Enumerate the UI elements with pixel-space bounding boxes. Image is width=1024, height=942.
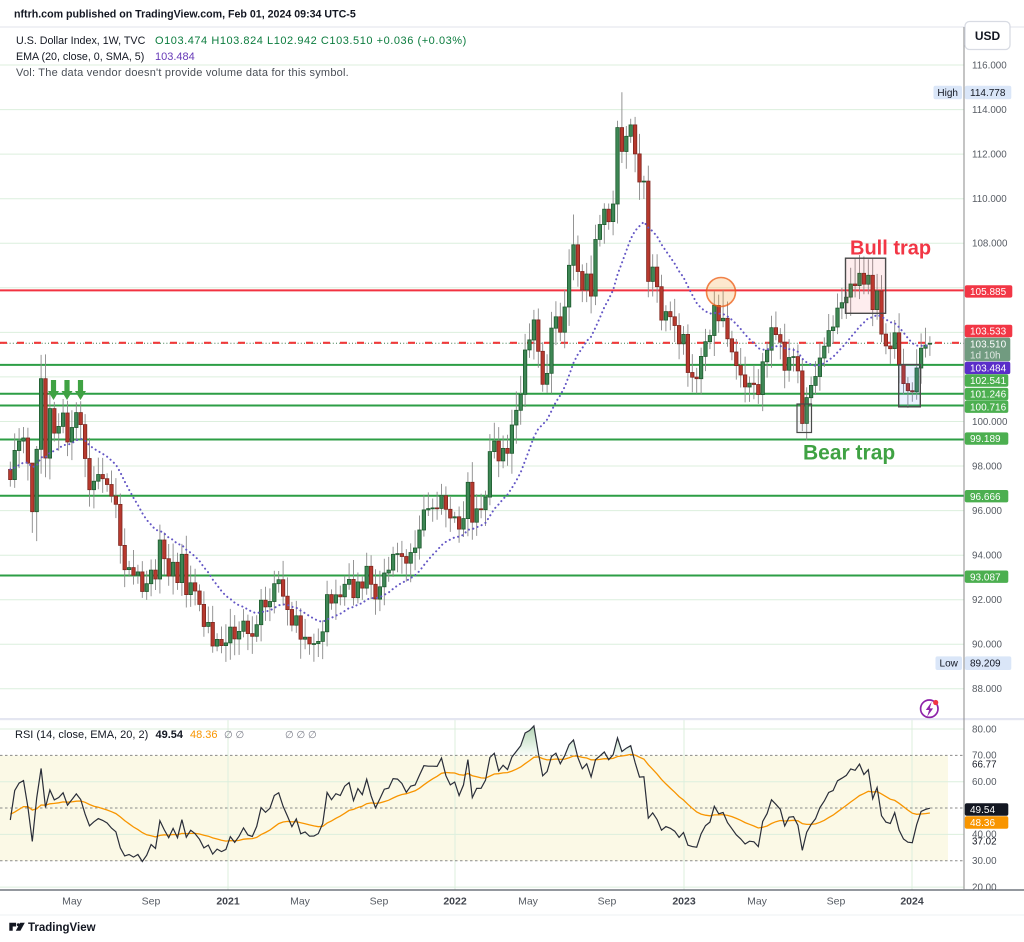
- svg-text:101.246: 101.246: [970, 390, 1007, 401]
- svg-text:May: May: [747, 896, 768, 908]
- svg-text:90.000: 90.000: [972, 640, 1003, 651]
- svg-text:60.00: 60.00: [972, 777, 997, 788]
- svg-text:92.000: 92.000: [972, 595, 1003, 606]
- svg-text:103.533: 103.533: [970, 327, 1007, 338]
- svg-text:Sep: Sep: [827, 896, 846, 908]
- svg-text:Sep: Sep: [142, 896, 161, 908]
- svg-text:Vol: The data vendor doesn't p: Vol: The data vendor doesn't provide vol…: [16, 67, 349, 79]
- svg-text:103.510: 103.510: [970, 339, 1007, 350]
- svg-text:20.00: 20.00: [972, 882, 997, 893]
- svg-text:37.02: 37.02: [972, 836, 997, 847]
- svg-text:∅ ∅ ∅: ∅ ∅ ∅: [285, 730, 317, 741]
- svg-text:110.000: 110.000: [972, 194, 1007, 205]
- svg-text:Bear trap: Bear trap: [803, 442, 895, 465]
- svg-text:94.000: 94.000: [972, 551, 1003, 562]
- svg-text:89.209: 89.209: [970, 659, 1001, 670]
- svg-text:99.189: 99.189: [970, 434, 1001, 445]
- svg-text:96.666: 96.666: [970, 492, 1001, 503]
- svg-text:2022: 2022: [443, 896, 467, 908]
- svg-text:May: May: [62, 896, 83, 908]
- svg-text:66.77: 66.77: [972, 759, 997, 770]
- svg-text:Sep: Sep: [598, 896, 617, 908]
- svg-text:40.00: 40.00: [972, 830, 997, 841]
- svg-text:EMA (20, close, 0, SMA, 5): EMA (20, close, 0, SMA, 5): [16, 51, 144, 63]
- svg-text:112.000: 112.000: [972, 149, 1007, 160]
- svg-text:114.778: 114.778: [970, 88, 1006, 99]
- svg-text:103.484: 103.484: [970, 364, 1007, 375]
- svg-text:93.087: 93.087: [970, 572, 1001, 583]
- svg-text:U.S. Dollar Index, 1W, TVC: U.S. Dollar Index, 1W, TVC: [16, 35, 146, 47]
- svg-text:May: May: [518, 896, 539, 908]
- svg-text:100.000: 100.000: [972, 417, 1008, 428]
- svg-text:30.00: 30.00: [972, 856, 997, 867]
- svg-text:O103.474 H103.824 L102.942: O103.474 H103.824 L102.942 C103.510 +0.0…: [155, 35, 467, 47]
- svg-text:105.885: 105.885: [970, 287, 1007, 298]
- svg-text:48.36: 48.36: [970, 818, 995, 829]
- svg-text:∅ ∅: ∅ ∅: [224, 730, 244, 741]
- svg-text:116.000: 116.000: [972, 60, 1007, 71]
- svg-text:2024: 2024: [900, 896, 924, 908]
- svg-text:103.484: 103.484: [155, 51, 195, 63]
- svg-text:102.541: 102.541: [970, 376, 1007, 387]
- svg-text:nftrh.com published on Trading: nftrh.com published on TradingView.com, …: [14, 9, 356, 21]
- svg-text:2023: 2023: [672, 896, 696, 908]
- svg-text:114.000: 114.000: [972, 105, 1007, 116]
- svg-text:USD: USD: [975, 29, 1001, 43]
- svg-text:98.000: 98.000: [972, 461, 1003, 472]
- svg-text:1d 10h: 1d 10h: [970, 351, 1001, 362]
- svg-text:49.54: 49.54: [156, 729, 184, 741]
- svg-text:Bull trap: Bull trap: [850, 238, 931, 260]
- svg-text:80.00: 80.00: [972, 724, 997, 735]
- svg-text:100.716: 100.716: [970, 402, 1007, 413]
- svg-text:High: High: [937, 88, 958, 99]
- svg-text:2021: 2021: [216, 896, 240, 908]
- svg-text:49.54: 49.54: [970, 805, 995, 816]
- svg-text:Sep: Sep: [370, 896, 389, 908]
- svg-text:88.000: 88.000: [972, 684, 1003, 695]
- svg-text:96.000: 96.000: [972, 506, 1003, 517]
- svg-text:48.36: 48.36: [190, 729, 218, 741]
- svg-text:May: May: [290, 896, 311, 908]
- svg-text:108.000: 108.000: [972, 239, 1008, 250]
- svg-text:TradingView: TradingView: [28, 922, 96, 934]
- svg-text:RSI (14, close, EMA, 20, 2): RSI (14, close, EMA, 20, 2): [15, 729, 148, 741]
- svg-text:70.00: 70.00: [972, 751, 997, 762]
- svg-text:Low: Low: [940, 659, 959, 670]
